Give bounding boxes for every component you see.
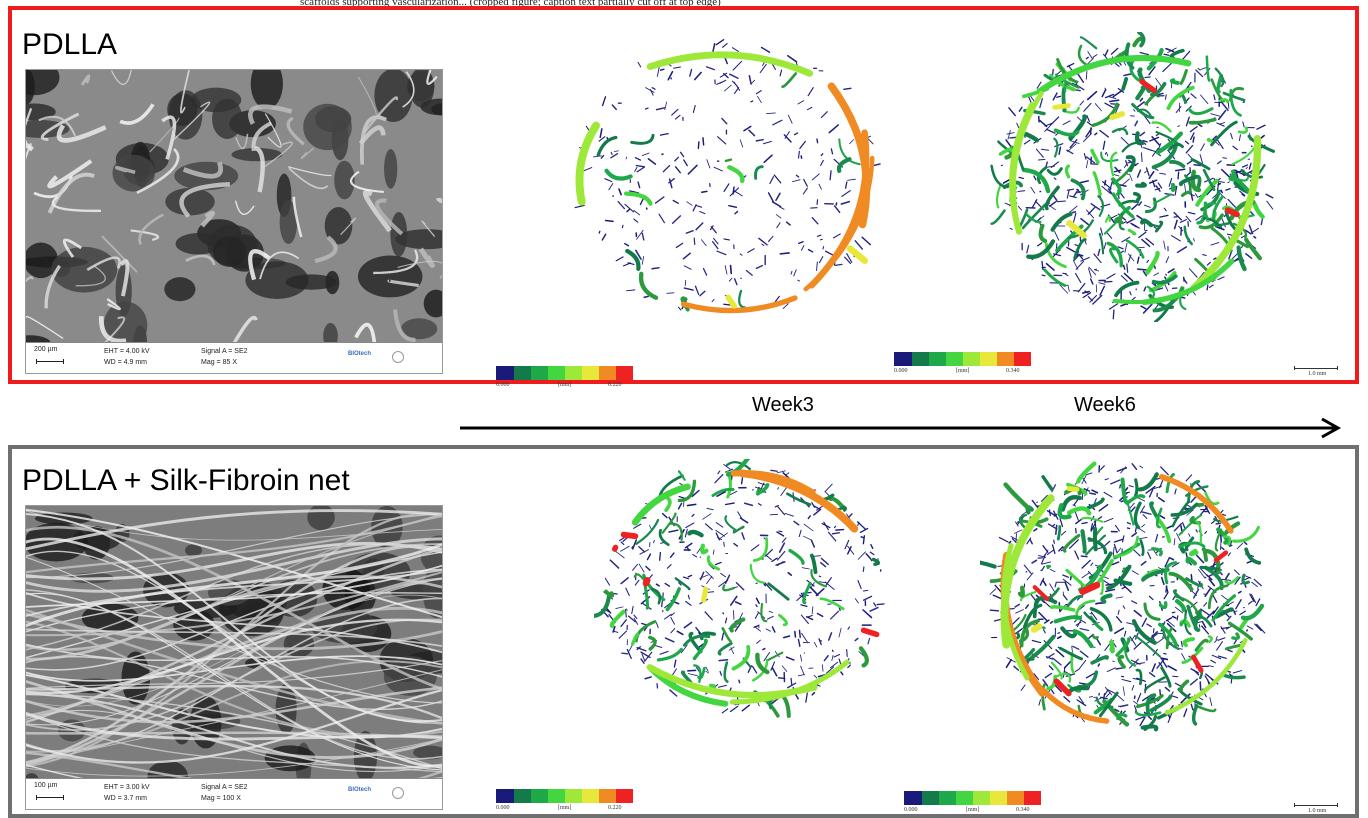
sem-eht: EHT = 3.00 kV xyxy=(104,784,150,791)
colorbar-swatch xyxy=(996,352,1014,366)
sem-porous-texture xyxy=(26,70,442,345)
colorbar-swatch xyxy=(911,352,929,366)
sem-info-bar: 100 µm EHT = 3.00 kV WD = 3.7 mm Signal … xyxy=(26,778,442,809)
colorbar-week6: 0.000 [mm] 0.340 xyxy=(904,791,1041,813)
sem-mag: Mag = 85 X xyxy=(201,359,237,366)
colorbar-swatch xyxy=(581,789,599,803)
colorbar-swatch xyxy=(547,366,565,380)
colorbar-swatch xyxy=(1013,352,1031,366)
week3-label: Week3 xyxy=(752,394,814,416)
scale-legend: 1.0 mm xyxy=(1294,801,1338,815)
colorbar-swatch xyxy=(564,366,582,380)
colorbar-swatch xyxy=(615,366,633,380)
panel-title: PDLLA xyxy=(22,28,118,61)
colorbar-swatch xyxy=(513,366,531,380)
sem-fibrous-texture xyxy=(26,506,442,781)
university-seal-icon xyxy=(392,351,404,363)
vascular-network-week3 xyxy=(594,459,885,718)
sem-micrograph: 200 µm EHT = 4.00 kV WD = 4.9 mm Signal … xyxy=(25,69,443,374)
colorbar-swatch xyxy=(955,791,973,805)
vascular-network-week3 xyxy=(574,39,881,314)
colorbar-swatch xyxy=(598,789,616,803)
sem-scale-bar xyxy=(36,795,64,800)
sem-signal: Signal A = SE2 xyxy=(201,348,248,355)
colorbar-swatch xyxy=(945,352,963,366)
colorbar-week6: 0.000 [mm] 0.340 xyxy=(894,352,1031,374)
sem-scale-text: 200 µm xyxy=(34,346,58,353)
colorbar-swatch xyxy=(989,791,1007,805)
colorbar-swatch xyxy=(530,789,548,803)
sem-logo: BIOtech xyxy=(348,351,408,365)
sem-info-bar: 200 µm EHT = 4.00 kV WD = 4.9 mm Signal … xyxy=(26,342,442,373)
colorbar-week3: 0.000 [mm] 0.220 xyxy=(496,789,633,811)
sem-wd: WD = 3.7 mm xyxy=(104,795,147,802)
university-seal-icon xyxy=(392,787,404,799)
vascular-network-week6 xyxy=(990,32,1275,322)
colorbar-swatch xyxy=(894,352,912,366)
sem-eht: EHT = 4.00 kV xyxy=(104,348,150,355)
colorbar-swatch xyxy=(1023,791,1041,805)
colorbar-swatch xyxy=(513,789,531,803)
vascular-network-week6 xyxy=(980,461,1266,732)
sem-signal: Signal A = SE2 xyxy=(201,784,248,791)
colorbar-swatch xyxy=(598,366,616,380)
timeline-arrow xyxy=(460,418,1342,439)
colorbar-swatch xyxy=(1006,791,1024,805)
colorbar-swatch xyxy=(496,366,514,380)
panel-pdlla-silk-fibroin: PDLLA + Silk-Fibroin net 100 µm EHT = 3.… xyxy=(8,445,1359,818)
colorbar-swatch xyxy=(938,791,956,805)
scale-legend: 1.0 mm xyxy=(1294,364,1338,378)
sem-scale-bar xyxy=(36,359,64,364)
colorbar-swatch xyxy=(928,352,946,366)
colorbar-swatch xyxy=(530,366,548,380)
week6-label: Week6 xyxy=(1074,394,1136,416)
colorbar-swatch xyxy=(904,791,922,805)
colorbar-swatch xyxy=(547,789,565,803)
sem-micrograph: 100 µm EHT = 3.00 kV WD = 3.7 mm Signal … xyxy=(25,505,443,810)
sem-mag: Mag = 100 X xyxy=(201,795,241,802)
panel-pdlla: PDLLA 200 µm EHT = 4.00 kV WD = 4.9 mm S… xyxy=(8,6,1359,388)
colorbar-swatch xyxy=(564,789,582,803)
colorbar-swatch xyxy=(962,352,980,366)
colorbar-swatch xyxy=(979,352,997,366)
sem-logo: BIOtech xyxy=(348,787,408,801)
colorbar-swatch xyxy=(496,789,514,803)
sem-wd: WD = 4.9 mm xyxy=(104,359,147,366)
panel-title: PDLLA + Silk-Fibroin net xyxy=(22,464,350,497)
colorbar-swatch xyxy=(921,791,939,805)
sem-scale-text: 100 µm xyxy=(34,782,58,789)
colorbar-swatch xyxy=(615,789,633,803)
figure-caption-fragment: scaffolds supporting vascularization... … xyxy=(300,0,721,8)
colorbar-swatch xyxy=(972,791,990,805)
colorbar-swatch xyxy=(581,366,599,380)
colorbar-week3: 0.000 [mm] 0.220 xyxy=(496,366,633,388)
